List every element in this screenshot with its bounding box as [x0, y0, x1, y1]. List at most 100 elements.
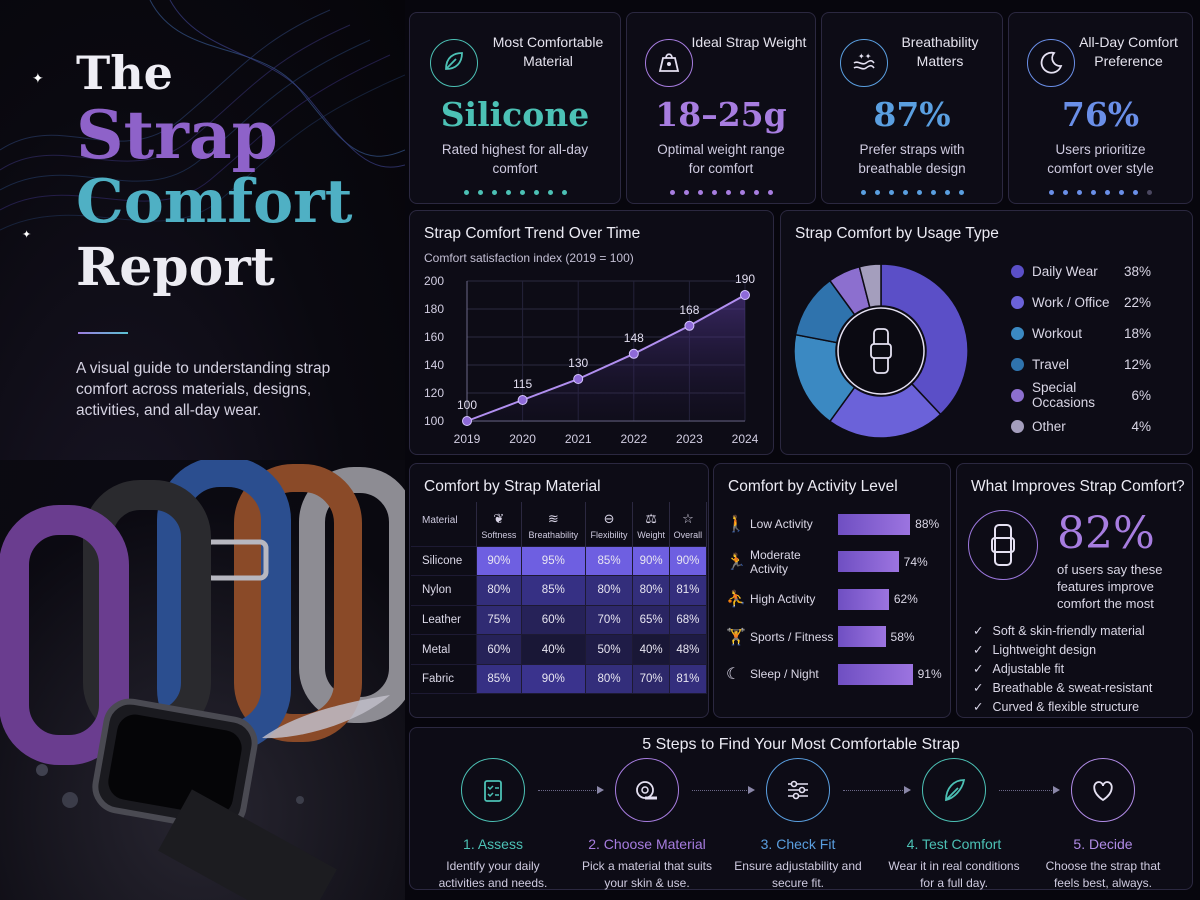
sparkle-icon: ✦	[22, 229, 32, 241]
material-table-card: Comfort by Strap Material Material ❦ Softn…	[409, 463, 709, 718]
y-tick-label: 180	[424, 302, 444, 316]
table-row-label: Nylon	[411, 575, 477, 606]
step-item: 2. Choose Material Pick a material that s…	[572, 758, 722, 892]
stat-value: 76%	[1061, 95, 1140, 134]
activity-bar-row: ☾ Sleep / Night 91%	[726, 662, 946, 686]
legend-value: 6%	[1131, 387, 1151, 403]
steps-title: 5 Steps to Find Your Most Comfortable St…	[642, 736, 960, 753]
activity-label: Sleep / Night	[750, 667, 819, 681]
step-desc: Choose the strap that feels best, always…	[1045, 859, 1161, 890]
step-item: 3. Check Fit Ensure adjustability and sec…	[723, 758, 873, 892]
legend-value: 18%	[1123, 325, 1151, 341]
improves-title: What Improves Strap Comfort?	[971, 478, 1185, 495]
straps-photo	[0, 460, 405, 900]
material-table-title: Comfort by Strap Material	[424, 478, 601, 495]
feature-item: ✓ Adjustable fit	[973, 661, 1064, 676]
legend-item: Special Occasions 6%	[1011, 380, 1151, 410]
improves-card: What Improves Strap Comfort? 82% of user…	[956, 463, 1193, 718]
table-row-label: Fabric	[411, 663, 477, 695]
trend-line	[466, 294, 746, 422]
trend-line-chart: 100 120 140 160 180 200 2019 2020 2021 2022 2023 20…	[424, 272, 759, 446]
step-arrow	[999, 786, 1060, 794]
column-icon: ⚖	[645, 510, 657, 526]
stat-value: 18–25g	[655, 95, 787, 134]
data-label: 115	[513, 377, 532, 391]
feature-item: ✓ Soft & skin-friendly material	[973, 623, 1145, 638]
table-column-header: ≋ Breathability	[521, 502, 586, 546]
usage-chart-title: Strap Comfort by Usage Type	[795, 225, 999, 242]
table-cell: 80%	[632, 575, 670, 606]
stat-value: Silicone	[440, 95, 590, 134]
sparkle-icon: ✦	[32, 70, 44, 86]
activity-bar	[838, 663, 913, 685]
trend-chart-subtitle: Comfort satisfaction index (2019 = 100)	[424, 251, 634, 265]
step-item: 1. Assess Identify your daily activities …	[418, 758, 568, 892]
table-row: Fabric 85% 90% 80% 70% 81%	[411, 663, 708, 695]
legend-label: Work / Office	[1032, 294, 1110, 310]
feature-label: Adjustable fit	[992, 662, 1065, 676]
intro-text: A visual guide to understanding strap co…	[76, 360, 331, 419]
table-cell: 90%	[632, 545, 670, 577]
legend-label: Special Occasions	[1032, 380, 1096, 410]
table-cell: 50%	[584, 634, 634, 665]
column-icon: ⊖	[603, 510, 615, 526]
table-cell: 85%	[584, 545, 634, 577]
activity-icon: 🏋	[726, 628, 746, 646]
activity-bar-row: 🏋 Sports / Fitness 58%	[726, 625, 946, 649]
table-cell: 90%	[475, 545, 523, 577]
table-cell: 81%	[668, 575, 708, 606]
activity-bar-row: 🏃 Moderate Activity 74%	[726, 548, 946, 576]
step-name: 4. Test Comfort	[906, 836, 1002, 852]
table-cell: 60%	[521, 604, 586, 636]
watch-strap-icon	[968, 510, 1038, 580]
data-point	[517, 395, 528, 405]
activity-bar	[838, 513, 911, 535]
table-cell: 90%	[521, 663, 586, 695]
stat-card: All-Day Comfort Preference 76% Users prior…	[1008, 12, 1193, 204]
improves-desc: of users say these features improve comf…	[1057, 562, 1163, 611]
legend-item: Work / Office 22%	[1011, 292, 1151, 312]
activity-value: 91%	[917, 667, 942, 681]
decorative-dots	[822, 190, 1002, 195]
table-cell: 95%	[521, 545, 586, 577]
step-arrow	[692, 786, 755, 794]
decorative-dots	[627, 190, 815, 195]
activity-bar	[838, 626, 886, 647]
data-label: 100	[457, 398, 477, 412]
data-point	[462, 416, 472, 426]
stat-card: Most Comfortable Material Silicone Rated h…	[409, 12, 621, 204]
decorative-dots	[410, 190, 620, 195]
column-label: Weight	[637, 529, 666, 540]
stat-heading: Ideal Strap Weight	[691, 34, 807, 50]
table-column-header: ⚖ Weight	[632, 502, 670, 546]
table-row-label: Leather	[411, 604, 477, 636]
x-tick-label: 2022	[620, 432, 647, 446]
stat-value: 87%	[873, 95, 951, 134]
leaf-icon	[430, 39, 478, 87]
step-arrow	[843, 786, 911, 794]
activity-label: High Activity	[750, 592, 816, 606]
feature-label: Soft & skin-friendly material	[992, 624, 1145, 638]
trend-chart-title: Strap Comfort Trend Over Time	[424, 225, 641, 242]
table-row: Silicone 90% 95% 85% 90% 90%	[411, 545, 708, 577]
step-name: 2. Choose Material	[588, 836, 706, 852]
step-item: 5. Decide Choose the strap that feels bes…	[1028, 758, 1178, 892]
table-row: Metal 60% 40% 50% 40% 48%	[411, 634, 708, 665]
decorative-waves	[0, 0, 405, 231]
clipboard-icon	[461, 758, 525, 822]
activity-bar	[838, 551, 899, 572]
feature-label: Lightweight design	[992, 643, 1097, 657]
activity-icon: ⛹	[726, 591, 746, 608]
y-tick-label: 120	[424, 386, 444, 400]
stat-heading: Breathability Matters	[901, 34, 979, 69]
stat-description: Rated highest for all-day comfort	[441, 142, 589, 176]
table-cell: 65%	[632, 604, 670, 636]
table-cell: 85%	[521, 575, 586, 606]
legend-swatch	[1011, 388, 1024, 402]
x-tick-label: 2024	[732, 432, 759, 446]
table-cell: 40%	[521, 634, 586, 665]
step-desc: Identify your daily activities and needs…	[438, 859, 548, 890]
column-label: Flexibility	[590, 529, 628, 540]
step-desc: Ensure adjustability and secure fit.	[734, 859, 862, 890]
trend-area	[467, 295, 745, 421]
